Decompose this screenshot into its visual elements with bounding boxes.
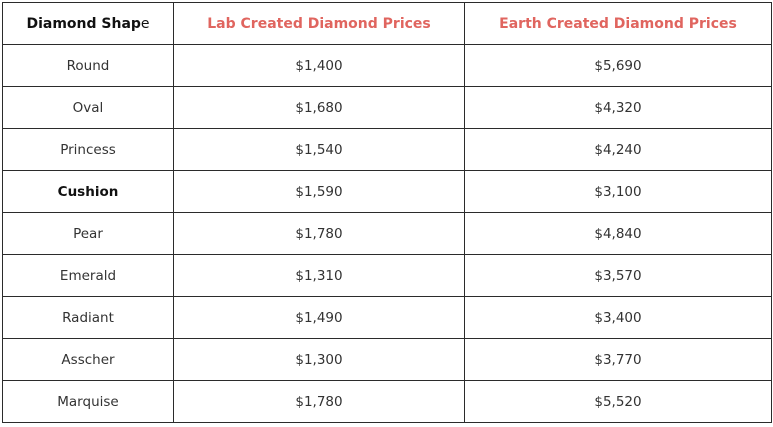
table-header-row: Diamond Shape Lab Created Diamond Prices… <box>2 2 772 45</box>
cell-lab-price: $1,300 <box>173 338 465 381</box>
cell-lab-price: $1,310 <box>173 254 465 297</box>
cell-lab-price: $1,590 <box>173 170 465 213</box>
cell-earth-price: $3,400 <box>464 296 772 339</box>
cell-shape: Oval <box>2 86 174 129</box>
table-row: Pear $1,780 $4,840 <box>2 212 772 255</box>
cell-shape: Pear <box>2 212 174 255</box>
cell-shape: Radiant <box>2 296 174 339</box>
cell-shape: Asscher <box>2 338 174 381</box>
cell-earth-price: $4,840 <box>464 212 772 255</box>
cell-shape: Cushion <box>2 170 174 213</box>
cell-lab-price: $1,490 <box>173 296 465 339</box>
table-row: Radiant $1,490 $3,400 <box>2 296 772 339</box>
table-row: Oval $1,680 $4,320 <box>2 86 772 129</box>
cell-earth-price: $5,690 <box>464 44 772 87</box>
table-row: Round $1,400 $5,690 <box>2 44 772 87</box>
cell-earth-price: $5,520 <box>464 380 772 423</box>
table-row: Princess $1,540 $4,240 <box>2 128 772 171</box>
cell-earth-price: $3,770 <box>464 338 772 381</box>
table-row: Emerald $1,310 $3,570 <box>2 254 772 297</box>
cell-lab-price: $1,540 <box>173 128 465 171</box>
cell-lab-price: $1,400 <box>173 44 465 87</box>
cell-earth-price: $3,100 <box>464 170 772 213</box>
table-row: Marquise $1,780 $5,520 <box>2 380 772 423</box>
header-diamond-shape-tail: e <box>140 15 150 32</box>
header-lab-prices: Lab Created Diamond Prices <box>173 2 465 45</box>
cell-earth-price: $4,240 <box>464 128 772 171</box>
table-row: Cushion $1,590 $3,100 <box>2 170 772 213</box>
cell-lab-price: $1,680 <box>173 86 465 129</box>
table-row: Asscher $1,300 $3,770 <box>2 338 772 381</box>
cell-shape: Princess <box>2 128 174 171</box>
header-diamond-shape-main: Diamond Shap <box>26 15 141 32</box>
cell-lab-price: $1,780 <box>173 380 465 423</box>
cell-lab-price: $1,780 <box>173 212 465 255</box>
cell-shape: Marquise <box>2 380 174 423</box>
cell-shape: Emerald <box>2 254 174 297</box>
header-diamond-shape: Diamond Shape <box>2 2 174 45</box>
cell-shape: Round <box>2 44 174 87</box>
cell-earth-price: $4,320 <box>464 86 772 129</box>
header-earth-prices: Earth Created Diamond Prices <box>464 2 772 45</box>
cell-earth-price: $3,570 <box>464 254 772 297</box>
